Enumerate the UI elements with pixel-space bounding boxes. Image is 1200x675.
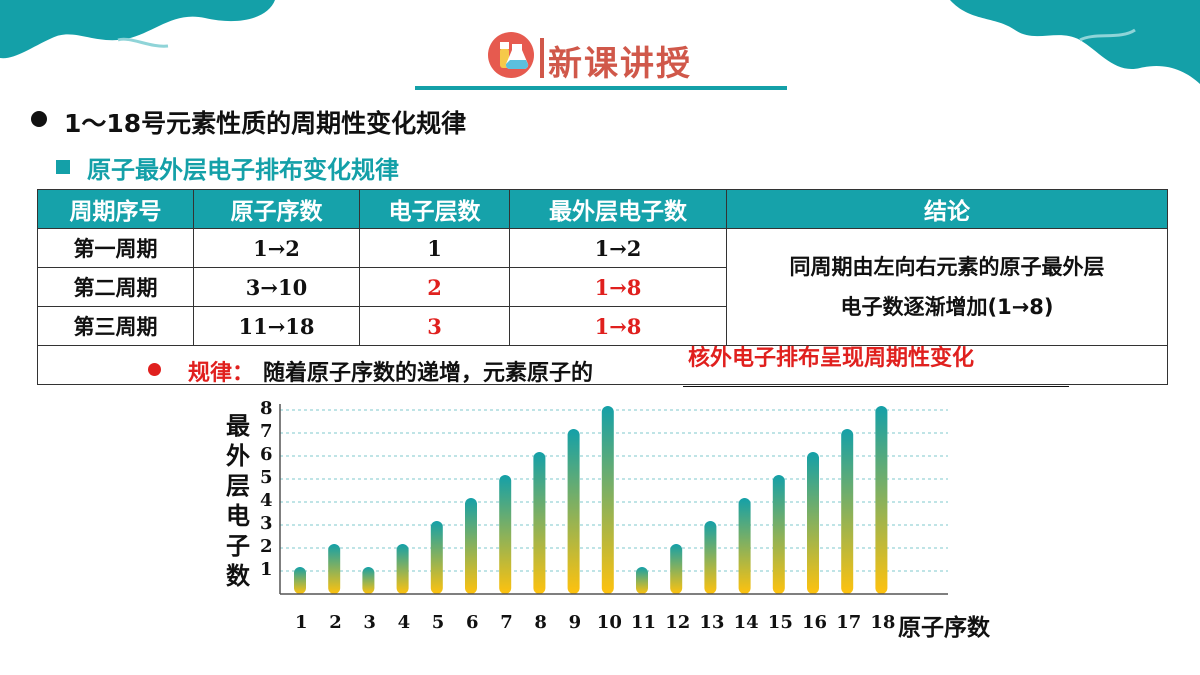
table-row: 第一周期 1→2 1 1→2 同周期由左向右元素的原子最外层 电子数逐渐增加(1… xyxy=(37,228,1168,346)
y-tick-label: 5 xyxy=(260,467,273,488)
bar xyxy=(465,498,477,594)
header-underline xyxy=(415,86,787,90)
conclusion-cell: 同周期由左向右元素的原子最外层 电子数逐渐增加(1→8) xyxy=(726,228,1168,346)
x-axis-label: 原子序数 xyxy=(898,615,990,641)
bar xyxy=(430,521,443,594)
y-tick-label: 2 xyxy=(260,536,273,557)
x-tick-label: 5 xyxy=(431,612,445,633)
period-cell: 第三周期 xyxy=(37,306,194,346)
top-left-wave-decoration xyxy=(0,0,275,59)
x-tick-label: 12 xyxy=(665,612,691,633)
y-axis-label-char: 最 xyxy=(226,412,250,440)
section-heading: 1～18号元素性质的周期性变化规律 xyxy=(64,109,467,138)
bullet-icon xyxy=(31,111,47,127)
y-tick-label: 4 xyxy=(260,490,273,511)
chemistry-flask-icon xyxy=(488,32,534,78)
table-header-cell: 原子序数 xyxy=(193,189,360,229)
red-bullet-icon xyxy=(148,363,161,376)
table-header-cell: 周期序号 xyxy=(37,189,194,229)
x-tick-label: 6 xyxy=(466,612,479,633)
layer-count-cell: 1 xyxy=(359,228,510,268)
period-cell: 第二周期 xyxy=(37,267,194,307)
answer-blank-line xyxy=(683,386,1069,387)
bar xyxy=(772,475,785,594)
period-table: 周期序号 原子序数 电子层数 最外层电子数 结论 第一周期 1→2 1 1→2 … xyxy=(37,189,1168,387)
bar xyxy=(328,544,341,594)
period-cell: 第一周期 xyxy=(37,228,194,268)
y-axis-label-char: 电 xyxy=(226,502,250,530)
page-title: 新课讲授 xyxy=(548,44,692,84)
x-tick-label: 3 xyxy=(363,612,376,633)
outer-electron-cell: 1→2 xyxy=(509,228,727,268)
y-tick-label: 8 xyxy=(260,398,273,419)
outer-electron-cell: 1→8 xyxy=(509,306,727,346)
x-tick-label: 17 xyxy=(836,612,862,633)
atomic-number-cell: 3→10 xyxy=(193,267,360,307)
bar xyxy=(636,567,648,594)
conclusion-line: 电子数逐渐增加(1→8) xyxy=(840,295,1054,319)
rule-cell: 规律： 随着原子序数的递增，元素原子的 核外电子排布呈现周期性变化 xyxy=(37,345,1168,387)
bar xyxy=(567,429,580,594)
x-tick-label: 4 xyxy=(397,612,411,633)
bar xyxy=(601,406,614,594)
bar xyxy=(362,567,375,594)
layer-count-cell: 2 xyxy=(359,267,510,307)
table-row: 第二周期 3→10 2 1→8 xyxy=(37,267,1168,307)
y-axis-label-char: 数 xyxy=(226,562,250,590)
y-axis-label-char: 外 xyxy=(226,442,250,470)
x-tick-label: 16 xyxy=(802,612,828,633)
x-tick-label: 11 xyxy=(631,612,657,633)
section-subheading: 原子最外层电子排布变化规律 xyxy=(87,156,399,184)
y-tick-label: 1 xyxy=(260,559,273,580)
rule-row: 规律： 随着原子序数的递增，元素原子的 核外电子排布呈现周期性变化 xyxy=(37,345,1168,387)
bar xyxy=(875,406,888,594)
x-tick-label: 7 xyxy=(500,612,513,633)
bar xyxy=(704,521,717,594)
conclusion-line: 同周期由左向右元素的原子最外层 xyxy=(789,255,1105,279)
atomic-number-cell: 11→18 xyxy=(193,306,360,346)
bar xyxy=(499,475,512,594)
rule-answer: 核外电子排布呈现周期性变化 xyxy=(688,346,975,371)
bar xyxy=(670,544,683,594)
x-tick-label: 8 xyxy=(534,612,547,633)
x-tick-label: 14 xyxy=(733,612,759,633)
x-tick-label: 1 xyxy=(295,612,308,633)
bar xyxy=(294,567,306,594)
table-header-row: 周期序号 原子序数 电子层数 最外层电子数 结论 xyxy=(37,189,1168,229)
y-tick-label: 7 xyxy=(260,421,273,442)
y-tick-label: 3 xyxy=(260,513,273,534)
header-divider xyxy=(540,38,544,78)
y-axis-label-char: 子 xyxy=(226,532,250,560)
top-right-wave-decoration xyxy=(950,0,1200,84)
x-tick-label: 10 xyxy=(596,612,622,633)
layer-count-cell: 3 xyxy=(359,306,510,346)
x-tick-label: 9 xyxy=(568,612,582,633)
square-bullet-icon xyxy=(56,160,70,174)
x-tick-label: 2 xyxy=(329,612,342,633)
x-tick-label: 15 xyxy=(767,612,793,633)
rule-label: 规律： xyxy=(188,361,255,386)
bar xyxy=(533,452,546,594)
bar xyxy=(841,429,854,594)
table-header-cell: 结论 xyxy=(726,189,1168,229)
table-header-cell: 电子层数 xyxy=(359,189,510,229)
bar xyxy=(738,498,751,594)
bar xyxy=(396,544,409,594)
y-tick-label: 6 xyxy=(260,444,273,465)
rule-text: 随着原子序数的递增，元素原子的 xyxy=(263,361,594,386)
x-tick-label: 18 xyxy=(870,612,896,633)
x-tick-label: 13 xyxy=(699,612,725,633)
bar xyxy=(807,452,819,594)
y-axis-label-char: 层 xyxy=(226,472,250,500)
outer-electron-cell: 1→8 xyxy=(509,267,727,307)
atomic-number-cell: 1→2 xyxy=(193,228,360,268)
table-header-cell: 最外层电子数 xyxy=(509,189,727,229)
